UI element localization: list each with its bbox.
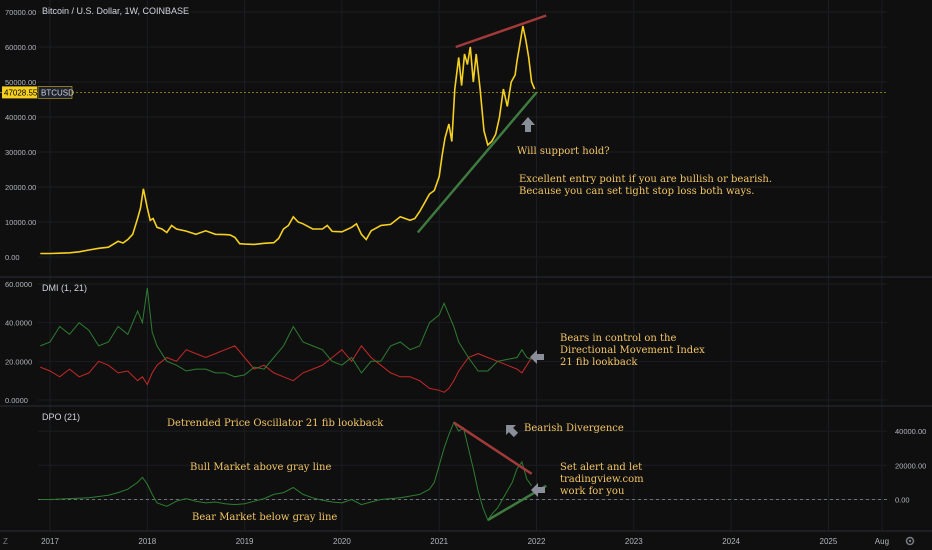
symbol-title: Bitcoin / U.S. Dollar, 1W, COINBASE bbox=[42, 6, 189, 16]
price-y-tick-label: 40000.00 bbox=[5, 113, 36, 122]
dpo-y-tick-label: 20000.00 bbox=[895, 461, 926, 470]
minus-di-line bbox=[40, 345, 533, 393]
annotation-entry-line2: Because you can set tight stop loss both… bbox=[519, 186, 754, 197]
price-y-tick-label: 50000.00 bbox=[5, 78, 36, 87]
annotation-alert-line1: Set alert and let bbox=[560, 462, 642, 473]
time-axis-label: 2019 bbox=[236, 537, 254, 546]
grid-lines bbox=[38, 0, 887, 531]
plus-di-line bbox=[40, 287, 532, 378]
support-trendline bbox=[416, 91, 538, 234]
price-tag-box bbox=[2, 86, 37, 99]
price-y-tick-label: 10000.00 bbox=[5, 218, 36, 227]
time-axis-label: 2024 bbox=[722, 537, 740, 546]
time-axis-label: 2023 bbox=[625, 537, 643, 546]
time-axis-label: 2025 bbox=[820, 537, 838, 546]
dpo-pane[interactable]: 0.00 20000.00 40000.00 DPO (21) Detrended … bbox=[38, 412, 926, 523]
btc-price-line bbox=[40, 25, 536, 255]
time-axis-label: 2018 bbox=[138, 537, 156, 546]
dpo-pane-title: DPO (21) bbox=[42, 412, 80, 422]
dpo-y-tick-label: 0.00 bbox=[895, 495, 910, 504]
gear-icon[interactable] bbox=[905, 536, 915, 546]
price-y-tick-label: 70000.00 bbox=[5, 8, 36, 17]
resistance-trendline bbox=[455, 14, 547, 49]
dmi-y-tick-label: 0.0000 bbox=[5, 396, 28, 405]
symbol-tag: BTCUSD bbox=[41, 88, 74, 97]
price-y-axis: 0.00 10000.00 20000.00 30000.00 40000.00 5000… bbox=[5, 8, 36, 262]
annotation-entry-line1: Excellent entry point if you are bullish… bbox=[519, 174, 772, 185]
price-y-tick-label: 20000.00 bbox=[5, 183, 36, 192]
annotation-bear-market: Bear Market below gray line bbox=[192, 512, 337, 523]
left-arrow-icon bbox=[530, 350, 544, 364]
up-arrow-icon bbox=[521, 117, 535, 132]
left-arrow-icon-dpo bbox=[531, 483, 545, 497]
time-axis-label: Aug bbox=[875, 537, 889, 546]
dmi-y-axis: 0.0000 20.0000 40.0000 60.0000 bbox=[5, 280, 32, 405]
price-y-tick-label: 60000.00 bbox=[5, 43, 36, 52]
timezone-label[interactable]: Z bbox=[3, 537, 8, 546]
annotation-dpo-title: Detrended Price Oscillator 21 fib lookba… bbox=[167, 418, 384, 429]
dpo-y-axis: 0.00 20000.00 40000.00 bbox=[895, 427, 926, 504]
time-axis-label: 2021 bbox=[430, 537, 448, 546]
dpo-resistance-trendline bbox=[453, 421, 533, 475]
annotation-alert-line3: work for you bbox=[560, 486, 625, 497]
annotation-alert-line2: tradingview.com bbox=[560, 474, 644, 485]
price-y-tick-label: 0.00 bbox=[5, 253, 20, 262]
annotation-will-support: Will support hold? bbox=[517, 146, 610, 157]
annotation-dmi-line1: Bears in control on the bbox=[560, 333, 676, 344]
dmi-pane-title: DMI (1, 21) bbox=[42, 283, 87, 293]
symbol-tag-box bbox=[37, 86, 73, 99]
dpo-y-tick-label: 40000.00 bbox=[895, 427, 926, 436]
price-tag: 47028.55 BTCUSD bbox=[2, 86, 74, 99]
dmi-y-tick-label: 20.0000 bbox=[5, 357, 32, 366]
time-axis-label: 2020 bbox=[333, 537, 351, 546]
down-left-arrow-icon bbox=[506, 425, 519, 438]
price-tag-value: 47028.55 bbox=[4, 88, 38, 97]
annotation-bearish-divergence: Bearish Divergence bbox=[524, 423, 624, 434]
time-axis[interactable]: 2017 2018 2019 2020 2021 2022 2023 2024 2025 Aug bbox=[41, 537, 889, 546]
dpo-line bbox=[40, 421, 533, 522]
time-axis-label: 2017 bbox=[41, 537, 59, 546]
price-pane[interactable]: 0.00 10000.00 20000.00 30000.00 40000.00 5000… bbox=[0, 6, 887, 262]
time-axis-label: 2022 bbox=[528, 537, 546, 546]
price-y-tick-label: 30000.00 bbox=[5, 148, 36, 157]
annotation-bull-market: Bull Market above gray line bbox=[190, 462, 331, 473]
dmi-y-tick-label: 40.0000 bbox=[5, 319, 32, 328]
annotation-dmi-line2: Directional Movement Index bbox=[560, 345, 705, 356]
dmi-y-tick-label: 60.0000 bbox=[5, 280, 32, 289]
annotation-dmi-line3: 21 fib lookback bbox=[560, 357, 638, 368]
